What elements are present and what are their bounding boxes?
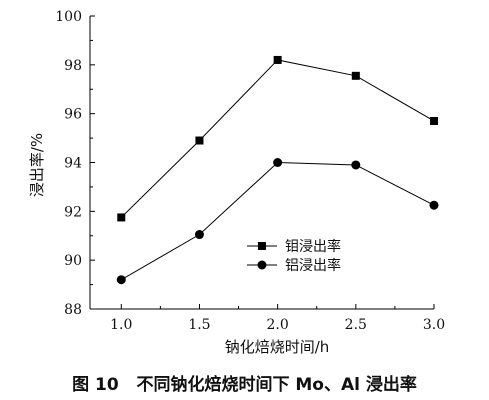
data-point <box>117 213 126 222</box>
x-tick-label: 1.0 <box>110 317 132 333</box>
data-point <box>429 200 439 210</box>
legend-label: 铝浸出率 <box>285 257 341 274</box>
series-line <box>120 59 435 218</box>
data-point <box>194 230 204 240</box>
y-axis-label: 浸出率/% <box>28 133 46 197</box>
figure-caption-label: 图 10 <box>72 375 119 395</box>
data-point <box>273 158 283 167</box>
data-point <box>351 71 360 80</box>
legend-label: 钼浸出率 <box>285 238 341 255</box>
data-point <box>195 136 204 145</box>
x-tick-label: 2.0 <box>267 317 289 333</box>
series-1 <box>117 55 438 222</box>
y-tick-label: 96 <box>64 107 82 123</box>
x-tick-label: 3.0 <box>423 317 445 333</box>
x-tick-label: 2.5 <box>345 317 367 333</box>
y-tick-label: 98 <box>64 58 82 74</box>
y-tick-label: 94 <box>64 156 82 172</box>
series-2 <box>116 158 439 285</box>
data-point <box>273 55 282 64</box>
legend-item-1: 钼浸出率 <box>247 238 341 255</box>
x-tick-label: 1.5 <box>188 317 210 333</box>
ticks: 88 90 92 94 96 98 100 1.0 1.5 2.0 2.5 3.0 <box>55 9 445 333</box>
data-point <box>351 160 361 170</box>
series-line <box>121 161 435 281</box>
y-tick-label: 92 <box>64 204 82 220</box>
y-tick-label: 90 <box>64 253 82 269</box>
legend-item-2: 铝浸出率 <box>247 257 341 274</box>
legend-marker <box>257 260 267 270</box>
series-group <box>116 55 439 285</box>
legend-marker <box>258 242 266 250</box>
y-tick-label: 100 <box>55 9 82 25</box>
data-point <box>430 116 438 125</box>
x-axis-label: 钠化焙烧时间/h <box>225 338 330 356</box>
data-point <box>116 275 126 285</box>
y-tick-label: 88 <box>64 302 82 318</box>
figure-caption: 图 10 不同钠化焙烧时间下 Mo、Al 浸出率 <box>0 370 489 395</box>
figure-caption-text: 不同钠化焙烧时间下 Mo、Al 浸出率 <box>136 375 417 395</box>
